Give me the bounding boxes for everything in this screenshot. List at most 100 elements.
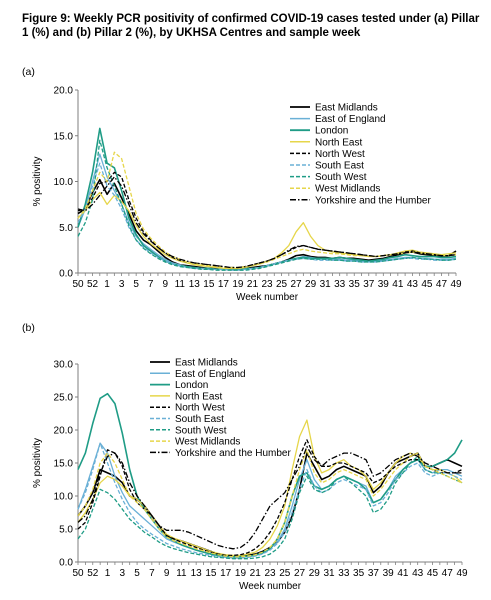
x-tick-label: 43 (412, 568, 424, 579)
legend-label: East of England (175, 369, 246, 380)
legend-label: West Midlands (175, 437, 240, 448)
x-tick-label: 23 (261, 279, 273, 290)
x-tick-label: 9 (164, 568, 170, 579)
x-tick-label: 11 (176, 568, 187, 579)
x-tick-label: 1 (104, 279, 110, 290)
x-tick-label: 23 (264, 568, 276, 579)
series-line (77, 151, 457, 269)
x-tick-label: 31 (324, 568, 336, 579)
legend-label: East of England (315, 114, 386, 125)
x-tick-label: 45 (427, 568, 439, 579)
x-tick-label: 41 (392, 279, 404, 290)
legend-label: East Midlands (175, 358, 238, 369)
series-line (77, 139, 457, 271)
y-tick-label: 25.0 (54, 393, 74, 404)
legend-label: South East (175, 414, 224, 425)
x-tick-label: 35 (353, 568, 365, 579)
x-tick-label: 7 (149, 568, 155, 579)
y-axis-title: % positivity (32, 438, 43, 488)
y-tick-label: 10.0 (54, 492, 74, 503)
x-tick-label: 29 (309, 568, 321, 579)
y-tick-label: 30.0 (54, 360, 74, 371)
x-axis-title: Week number (236, 292, 299, 303)
legend-label: West Midlands (315, 184, 380, 195)
x-tick-label: 45 (421, 279, 433, 290)
y-tick-label: 15.0 (54, 131, 74, 142)
x-axis-title: Week number (239, 581, 302, 592)
x-tick-label: 43 (407, 279, 419, 290)
y-axis-title: % positivity (32, 156, 43, 206)
series-line (77, 419, 463, 557)
x-tick-label: 17 (218, 279, 230, 290)
x-tick-label: 3 (119, 279, 125, 290)
x-tick-label: 37 (368, 568, 380, 579)
x-tick-label: 9 (162, 279, 168, 290)
legend-label: London (315, 126, 348, 137)
y-tick-label: 5.0 (59, 223, 73, 234)
y-tick-label: 10.0 (54, 177, 74, 188)
legend-label: North West (175, 403, 225, 414)
x-tick-label: 37 (363, 279, 375, 290)
x-tick-label: 21 (250, 568, 262, 579)
panel-a-label: (a) (22, 66, 35, 78)
x-tick-label: 50 (72, 279, 84, 290)
series-line (77, 176, 457, 269)
chart-panel-a: 0.05.010.015.020.050 52 1 3 5 7 9 11 13 15 17 19 21 2… (32, 86, 462, 304)
legend-label: South West (315, 172, 367, 183)
x-tick-label: 52 (87, 279, 99, 290)
figure-title: Figure 9: Weekly PCR positivity of confi… (22, 13, 480, 39)
x-tick-label: 50 (72, 568, 84, 579)
legend-label: London (175, 380, 208, 391)
x-tick-label: 39 (378, 279, 390, 290)
legend-label: East Midlands (315, 103, 378, 114)
x-tick-label: 29 (305, 279, 317, 290)
legend-label: South East (315, 161, 364, 172)
x-tick-label: 13 (191, 568, 203, 579)
x-tick-label: 49 (456, 568, 468, 579)
x-tick-label: 7 (148, 279, 154, 290)
x-tick-label: 25 (276, 279, 288, 290)
x-tick-label: 1 (105, 568, 111, 579)
x-tick-label: 15 (203, 279, 215, 290)
y-tick-label: 5.0 (59, 525, 73, 536)
x-tick-label: 47 (442, 568, 454, 579)
legend-label: North East (175, 391, 222, 402)
series-line (77, 449, 463, 558)
x-tick-label: 17 (220, 568, 232, 579)
x-tick-label: 19 (232, 279, 244, 290)
x-tick-label: 33 (334, 279, 346, 290)
x-tick-label: 13 (189, 279, 201, 290)
x-tick-label: 35 (349, 279, 361, 290)
legend-label: Yorkshire and the Humber (175, 448, 291, 459)
x-tick-label: 11 (175, 279, 186, 290)
series-line (77, 442, 463, 559)
x-tick-label: 25 (279, 568, 291, 579)
legend-label: South West (175, 425, 227, 436)
x-tick-label: 39 (383, 568, 395, 579)
x-tick-label: 27 (291, 279, 303, 290)
x-tick-label: 49 (450, 279, 462, 290)
series-line (77, 445, 462, 550)
x-tick-label: 5 (134, 568, 140, 579)
series-line (77, 455, 463, 560)
legend-label: North East (315, 137, 362, 148)
x-tick-label: 5 (133, 279, 139, 290)
x-tick-label: 27 (294, 568, 306, 579)
y-tick-label: 0.0 (59, 558, 73, 569)
panel-b-label: (b) (22, 322, 35, 334)
x-tick-label: 3 (120, 568, 126, 579)
y-tick-label: 0.0 (59, 269, 73, 280)
x-tick-label: 33 (338, 568, 350, 579)
x-tick-label: 41 (397, 568, 409, 579)
legend-label: North West (315, 149, 365, 160)
series-line (77, 392, 463, 558)
x-tick-label: 31 (320, 279, 332, 290)
y-tick-label: 20.0 (54, 86, 74, 97)
x-tick-label: 15 (205, 568, 217, 579)
legend-label: Yorkshire and the Humber (315, 195, 431, 206)
x-tick-label: 21 (247, 279, 259, 290)
y-tick-label: 20.0 (54, 426, 74, 437)
y-tick-label: 15.0 (54, 459, 74, 470)
x-tick-label: 47 (436, 279, 448, 290)
